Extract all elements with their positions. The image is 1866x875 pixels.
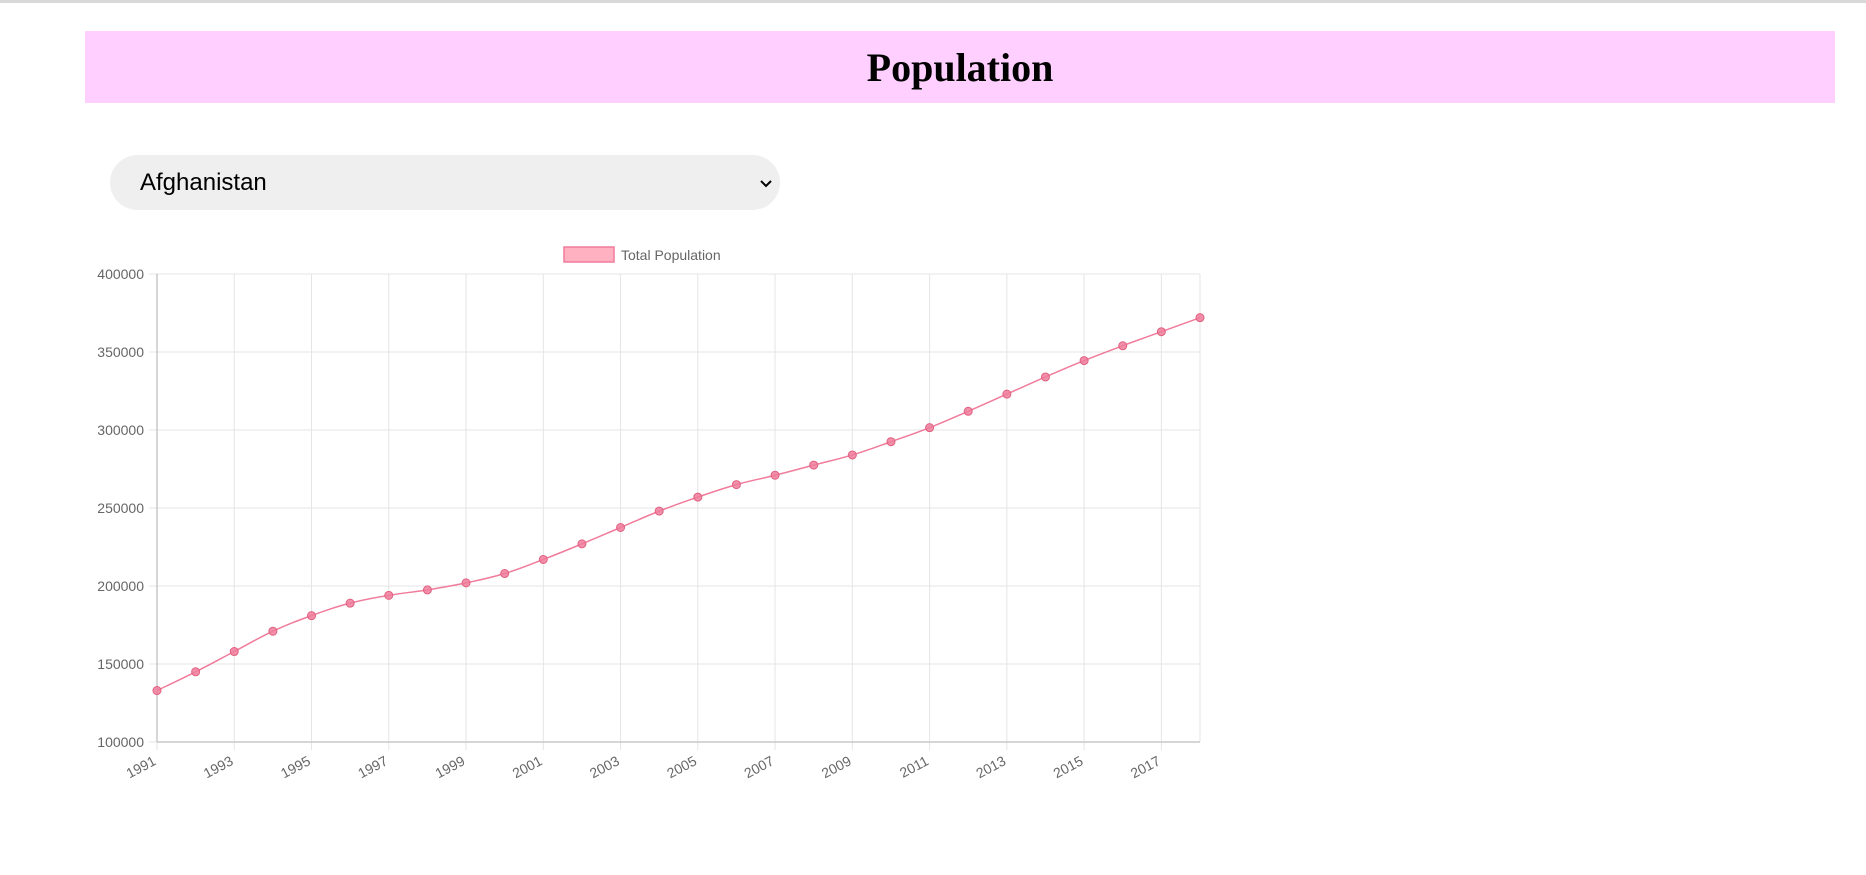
top-border xyxy=(0,0,1866,3)
x-tick-label: 1993 xyxy=(201,752,236,781)
y-tick-label: 250000 xyxy=(97,500,144,516)
data-point xyxy=(1079,356,1089,366)
y-tick-label: 400000 xyxy=(97,266,144,282)
data-point xyxy=(538,554,548,564)
data-point xyxy=(1195,313,1205,323)
data-point xyxy=(577,539,587,549)
x-tick-label: 2001 xyxy=(510,752,545,781)
x-tick-label: 2007 xyxy=(741,752,776,781)
data-point xyxy=(1040,372,1050,382)
x-tick-label: 2003 xyxy=(587,752,622,781)
x-tick-label: 2011 xyxy=(897,752,931,780)
legend-label: Total Population xyxy=(621,247,721,263)
x-tick-label: 2013 xyxy=(973,752,1008,781)
legend-swatch xyxy=(563,246,615,263)
y-tick-label: 100000 xyxy=(97,734,144,750)
data-point xyxy=(770,470,780,480)
y-tick-label: 300000 xyxy=(97,422,144,438)
data-point xyxy=(268,626,278,636)
data-point xyxy=(654,506,664,516)
data-point xyxy=(152,686,162,696)
chevron-down-icon xyxy=(760,180,772,188)
y-tick-label: 150000 xyxy=(97,656,144,672)
x-tick-label: 2017 xyxy=(1128,752,1163,781)
y-tick-label: 200000 xyxy=(97,578,144,594)
x-tick-label: 2005 xyxy=(664,752,699,781)
x-tick-label: 1991 xyxy=(123,752,158,781)
x-tick-label: 1999 xyxy=(432,752,467,781)
population-line-chart: 400000 350000 300000 250000 200000 150000 1000… xyxy=(97,246,1205,781)
data-point xyxy=(461,578,471,588)
data-point xyxy=(345,598,355,608)
data-point xyxy=(616,523,626,532)
page-title: Population xyxy=(866,44,1054,90)
country-select-value: Afghanistan xyxy=(140,169,267,196)
country-select[interactable]: Afghanistan xyxy=(110,155,780,210)
x-tick-label: 1995 xyxy=(278,752,313,781)
x-tick-label: 2015 xyxy=(1050,752,1085,781)
data-point xyxy=(1118,341,1128,351)
x-tick-label: 2009 xyxy=(819,752,854,781)
data-point xyxy=(1002,389,1012,399)
data-point xyxy=(886,437,896,447)
data-point xyxy=(500,569,510,579)
data-point xyxy=(847,450,857,460)
data-point xyxy=(229,647,239,657)
data-point xyxy=(963,406,973,416)
data-point xyxy=(191,667,201,677)
data-point xyxy=(809,460,819,470)
data-point xyxy=(422,585,432,595)
y-tick-label: 350000 xyxy=(97,344,144,360)
data-point xyxy=(731,480,741,490)
data-point xyxy=(693,492,703,502)
data-point xyxy=(925,423,935,433)
data-point xyxy=(307,611,317,621)
data-point xyxy=(1156,327,1166,337)
x-tick-label: 1997 xyxy=(355,752,390,781)
series-line-total-population xyxy=(156,316,1201,692)
page-header: Population xyxy=(85,31,1835,103)
data-point xyxy=(384,590,394,600)
